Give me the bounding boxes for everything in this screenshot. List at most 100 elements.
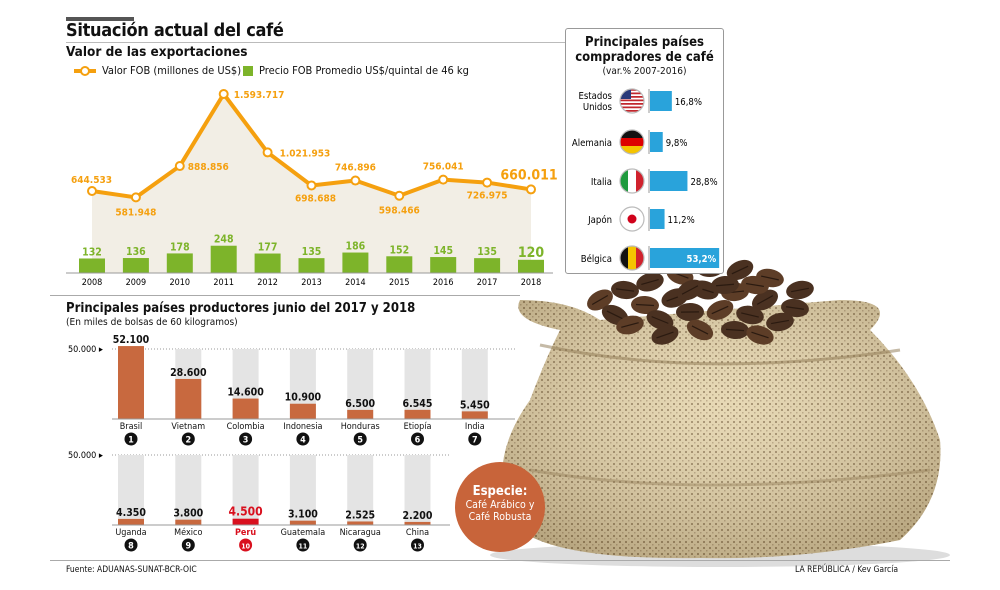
sun bbox=[627, 214, 637, 224]
price-bar bbox=[122, 258, 149, 273]
bean-crease bbox=[711, 305, 729, 315]
stripe bbox=[620, 92, 644, 95]
bean-crease bbox=[691, 325, 709, 335]
fob-value-point bbox=[218, 88, 229, 99]
rank-badge bbox=[411, 432, 424, 446]
fob-value-label: 726.975 bbox=[467, 191, 508, 202]
producer-bar-bg bbox=[175, 455, 202, 525]
buyer-bar bbox=[650, 171, 688, 191]
producer-bar-bg bbox=[404, 349, 431, 419]
price-bar bbox=[254, 253, 281, 273]
fob-value-label: 660.011 bbox=[500, 167, 557, 183]
fob-value-label: 1.021.953 bbox=[280, 148, 331, 159]
exports-chart: 132 136 178 248 177 135 186 152 145 135 120 2008 200… bbox=[66, 88, 558, 288]
producer-country-label: Indonesia bbox=[283, 422, 322, 432]
reference-line-label: 50.000 ▸ bbox=[68, 345, 104, 355]
stripe bbox=[620, 99, 644, 102]
fob-value-label: 746.896 bbox=[335, 163, 376, 174]
producer-bar bbox=[289, 520, 316, 525]
bean-crease bbox=[791, 287, 809, 293]
price-bar-label: 145 bbox=[433, 245, 453, 257]
price-bar bbox=[518, 259, 544, 273]
producer-country-label: Uganda bbox=[115, 528, 146, 538]
rank-number: 3 bbox=[243, 436, 249, 446]
year-tick-label: 2009 bbox=[126, 278, 147, 288]
bean-crease bbox=[641, 278, 659, 286]
rank-badge bbox=[124, 538, 138, 552]
buyer-country-label: Unidos bbox=[583, 102, 613, 113]
producer-bar bbox=[118, 346, 144, 419]
buyers-panel: Principales países compradores de café (… bbox=[565, 28, 724, 274]
rank-number: 12 bbox=[356, 543, 365, 551]
rank-badge bbox=[353, 538, 367, 552]
rank-badge bbox=[411, 538, 424, 552]
bean-crease bbox=[591, 294, 609, 306]
bean-crease bbox=[746, 282, 764, 288]
producer-country-label: Colombia bbox=[227, 422, 265, 432]
producer-bar-bg bbox=[347, 455, 374, 525]
producers-subtitle: (En miles de bolsas de 60 kilogramos) bbox=[66, 317, 238, 328]
callout-line1: Café Arábico y bbox=[465, 499, 535, 511]
producer-value-label: 14.600 bbox=[227, 387, 264, 399]
bean-crease bbox=[656, 331, 674, 339]
bean-crease bbox=[715, 283, 735, 287]
producer-bar bbox=[175, 519, 202, 525]
producer-country-label: Etiopía bbox=[404, 422, 432, 432]
fob-value-point bbox=[262, 147, 273, 158]
producer-value-label: 3.800 bbox=[173, 508, 203, 520]
rank-number: 6 bbox=[415, 436, 421, 446]
producer-country-label: México bbox=[174, 527, 202, 538]
stripe bbox=[620, 110, 644, 112]
belgium-flag-icon bbox=[619, 245, 645, 271]
exports-subtitle: Valor de las exportaciones bbox=[66, 44, 248, 60]
rank-number: 10 bbox=[241, 543, 250, 551]
buyer-value-label: 28,8% bbox=[690, 177, 717, 188]
rank-number: 1 bbox=[128, 436, 134, 446]
price-bar bbox=[210, 245, 237, 273]
bean-crease bbox=[606, 310, 624, 320]
producer-bar bbox=[461, 411, 488, 419]
footer-divider bbox=[50, 560, 950, 561]
fob-value-label: 756.041 bbox=[423, 162, 464, 173]
bean-crease bbox=[615, 288, 635, 292]
canton bbox=[620, 89, 631, 99]
year-tick-label: 2016 bbox=[433, 278, 454, 288]
producer-country-label: China bbox=[406, 528, 429, 538]
year-tick-label: 2013 bbox=[301, 278, 322, 288]
title-divider bbox=[66, 42, 566, 43]
buyer-value-label: 16,8% bbox=[675, 97, 702, 108]
buyer-country-label: Italia bbox=[591, 177, 612, 188]
year-tick-label: 2014 bbox=[345, 278, 366, 288]
producer-bar bbox=[118, 518, 144, 525]
rank-badge bbox=[239, 538, 253, 552]
species-callout: Especie: Café Arábico y Café Robusta bbox=[455, 462, 545, 552]
band bbox=[620, 130, 644, 138]
fob-value-point bbox=[394, 190, 405, 201]
band bbox=[628, 246, 636, 270]
flag bbox=[620, 207, 644, 231]
bean-crease bbox=[761, 275, 779, 281]
producer-country-label: Perú bbox=[235, 528, 256, 538]
producer-country-label: India bbox=[465, 422, 485, 432]
year-tick-label: 2011 bbox=[213, 278, 234, 288]
band bbox=[620, 169, 628, 193]
legend-bar-label: Precio FOB Promedio US$/quintal de 46 kg bbox=[259, 64, 469, 77]
fob-value-point bbox=[482, 177, 493, 188]
rank-number: 13 bbox=[413, 543, 422, 551]
bean-crease bbox=[756, 295, 774, 305]
bean-crease bbox=[751, 331, 769, 339]
legend-line-label: Valor FOB (millones de US$) bbox=[102, 64, 242, 77]
bean-crease bbox=[741, 312, 759, 318]
price-bar-label: 186 bbox=[346, 241, 366, 253]
rank-number: 4 bbox=[300, 436, 306, 446]
buyer-bar bbox=[650, 132, 663, 152]
producer-value-label: 2.200 bbox=[403, 510, 433, 522]
band bbox=[620, 138, 644, 146]
price-bar-label: 132 bbox=[82, 246, 102, 258]
stripe bbox=[620, 103, 644, 105]
price-bar bbox=[298, 258, 325, 273]
callout-line2: Café Robusta bbox=[468, 511, 532, 523]
producer-bar-bg bbox=[118, 455, 144, 525]
producer-value-label: 6.545 bbox=[403, 398, 433, 410]
producer-bar bbox=[347, 521, 374, 525]
